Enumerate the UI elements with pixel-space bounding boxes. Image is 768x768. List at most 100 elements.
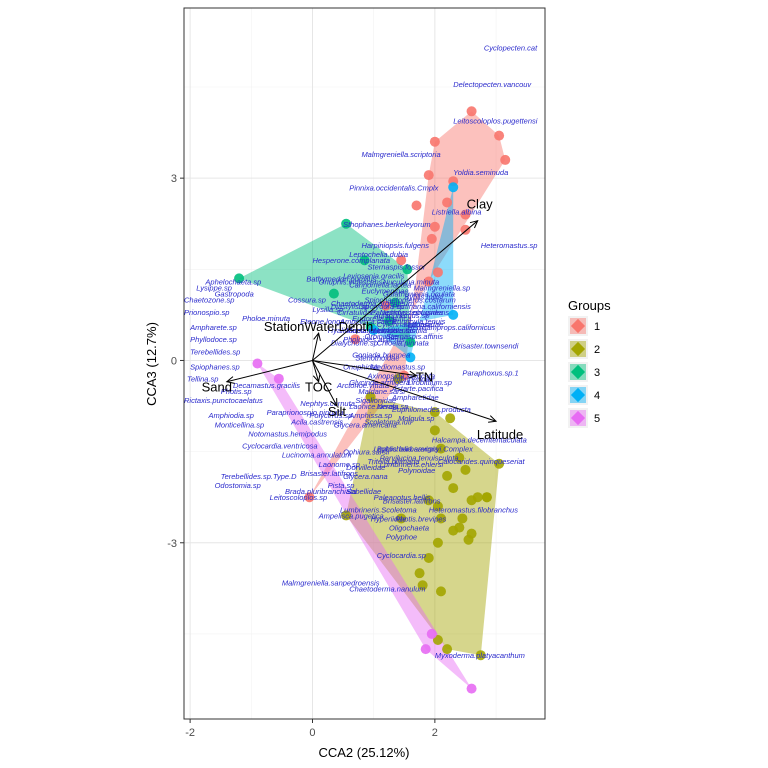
species-label: Euphilomedes.producta (392, 405, 471, 414)
site-point-group-1 (380, 300, 391, 311)
site-point-group-2 (448, 483, 459, 494)
species-label: Photis.brevipes (395, 515, 447, 524)
env-vector-arrowhead (408, 370, 418, 379)
site-point-group-1 (460, 224, 471, 235)
species-label: Nephtys.cornuta (300, 399, 355, 408)
legend: Groups 1 2 3 4 5 (568, 298, 611, 428)
species-label: Byblis.millsi (404, 293, 443, 302)
env-vector-arrowhead (469, 219, 479, 229)
site-point-group-2 (396, 513, 407, 524)
species-label: Macoma.carlottensis (346, 326, 415, 335)
species-label: Tritella.pilimana (368, 457, 420, 466)
site-point-group-1 (426, 233, 437, 244)
species-label: Laonome.sp (319, 460, 360, 469)
species-label: Astarte.pacifica (391, 384, 443, 393)
species-label: Photis.sp (221, 387, 252, 396)
species-label: Onuphis.iridescens (319, 278, 383, 287)
site-point-group-1 (304, 492, 315, 503)
species-label: Chloeia.pinnata (377, 338, 429, 347)
species-label: Sternaspis.fossor (368, 262, 426, 271)
species-label: Ampharetidae (391, 393, 439, 402)
env-vector-label: Sand (202, 380, 232, 395)
legend-label-3: 3 (594, 367, 600, 379)
species-label: Lysilla.sp (312, 305, 343, 314)
species-label: Sthophanes.berkeleyorum (343, 220, 431, 229)
env-vector-label: TN (416, 370, 433, 385)
species-label: Lumbrineris.Scoletoma (340, 505, 417, 514)
species-label: Hyperiidae (371, 515, 407, 524)
hull-group-5 (257, 363, 472, 689)
species-label: Malmgreniella.sanpedroensis (282, 578, 380, 587)
species-label: Sternaspis.affinis (386, 332, 443, 341)
species-label: Pinnixa.occidentalis.Cmplx (349, 183, 438, 192)
species-label: Lumbrineris.ehlersi (380, 460, 444, 469)
species-label: Levinsenia.gracilis (343, 271, 405, 280)
env-vector-label: Clay (467, 197, 494, 212)
species-label: Hyalinoecia.juvenalis (328, 326, 398, 335)
species-label: Stenothoidae (355, 353, 399, 362)
species-label: Ampharete.sp (189, 323, 237, 332)
legend-key-marker (570, 387, 586, 403)
species-label: Nephtys.ferruginea (380, 308, 443, 317)
hull-group-1 (309, 111, 506, 498)
species-label: Galathowenia.oculata (383, 290, 455, 299)
species-label: Polynoidae (398, 466, 435, 475)
site-point-group-2 (454, 452, 465, 463)
y-tick-label: 0 (171, 355, 177, 367)
site-point-group-2 (457, 513, 468, 524)
plot-border (183, 7, 546, 720)
site-point-group-4 (448, 309, 459, 320)
species-label: Brisaster.latifrons (300, 469, 358, 478)
species-label: Paraphoxus.obtusidens (371, 308, 450, 317)
site-point-group-2 (445, 413, 456, 424)
plot-background (184, 8, 545, 719)
species-label: Harpiniopsis.fulgens (361, 241, 429, 250)
site-point-group-2 (432, 537, 443, 548)
site-point-group-1 (350, 334, 361, 345)
legend-label-2: 2 (594, 344, 600, 356)
site-point-group-4 (448, 182, 459, 193)
site-point-group-1 (429, 136, 440, 147)
site-point-group-2 (481, 492, 492, 503)
species-label: Heteromastus.sp (481, 241, 538, 250)
legend-label-1: 1 (594, 321, 600, 333)
site-point-group-3 (341, 218, 352, 229)
species-label: Bathymedon.pumilus (306, 274, 376, 283)
species-label: Lirobittium.sp (407, 378, 452, 387)
x-tick-label: 2 (432, 727, 438, 739)
species-label: Ampelisca.careyi (339, 317, 397, 326)
species-label: Acila.castrensis (290, 417, 343, 426)
species-label: Polyphoe (386, 533, 417, 542)
site-point-group-5 (273, 373, 284, 384)
species-label: Cirratulidae (337, 308, 375, 317)
species-label: Onuphidae (343, 363, 380, 372)
species-label: Chaetoderma.argenteum (331, 299, 414, 308)
environmental-vectors: Clay StationWaterDepth Sand TOC Silt TN Latitu… (202, 197, 524, 443)
species-label: Brisaster.latifrons (383, 496, 441, 505)
species-label: Pista.sp (328, 481, 355, 490)
site-point-group-1 (494, 130, 505, 141)
species-label: Leitoscoloplos.pugettensi (453, 116, 538, 125)
x-axis-title: CCA2 (25.12%) (318, 745, 409, 760)
site-point-group-2 (442, 470, 453, 481)
site-points (234, 106, 511, 694)
site-point-group-2 (448, 525, 459, 536)
species-label: Notomastus.hemipodus (248, 429, 327, 438)
site-point-group-1 (466, 106, 477, 117)
species-label: Cyclocardia.ventricosa (242, 442, 317, 451)
env-vector-arrowhead (225, 376, 235, 384)
species-label: Heteromastus.filobranchus (429, 505, 518, 514)
species-labels: Cyclopecten.cat Delectopecten.vancouv Leit… (184, 44, 538, 661)
env-vector-arrowhead (488, 415, 498, 423)
species-label: Tellina.sp (187, 375, 218, 384)
site-point-group-2 (414, 568, 425, 579)
site-point-group-3 (328, 288, 339, 299)
legend-key-marker (570, 364, 586, 380)
site-point-group-1 (500, 154, 511, 165)
site-point-group-2 (365, 391, 376, 402)
env-vector-arrow (312, 359, 497, 422)
species-label: Brisaster.townsendi (453, 341, 519, 350)
species-label: Malmgreniella.sp (413, 284, 470, 293)
species-label: Cylichna.attonsa (377, 320, 432, 329)
species-label: Sabellidae (346, 487, 381, 496)
